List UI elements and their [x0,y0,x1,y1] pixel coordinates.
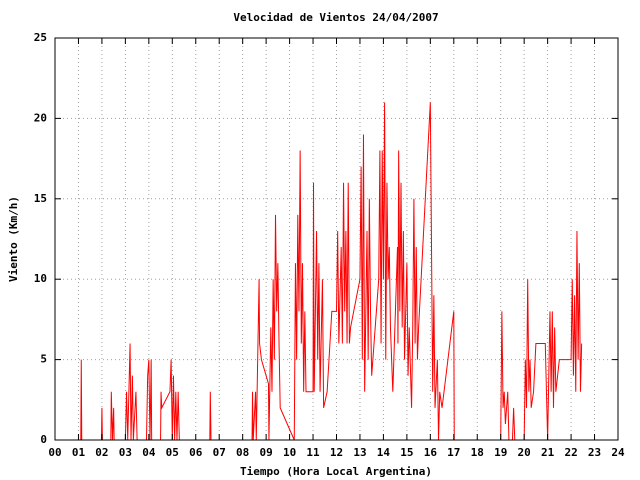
y-tick-label: 5 [40,353,47,366]
grid [54,37,619,441]
x-tick-label: 14 [377,446,391,459]
y-axis-label: Viento (Km/h) [7,196,20,282]
plot [55,102,583,441]
y-tick-label: 15 [34,192,47,205]
x-tick-label: 13 [353,446,366,459]
x-tick-label: 23 [588,446,601,459]
y-tick-label: 25 [34,31,47,44]
y-tick-label: 10 [34,272,47,285]
x-axis-label: Tiempo (Hora Local Argentina) [240,465,432,478]
x-tick-label: 19 [494,446,507,459]
chart-title: Velocidad de Vientos 24/04/2007 [233,11,438,24]
x-tick-label: 10 [283,446,296,459]
x-tick-label: 04 [142,446,156,459]
x-tick-label: 22 [564,446,577,459]
wind-line [55,102,583,441]
x-tick-label: 05 [166,446,179,459]
x-tick-label: 01 [72,446,86,459]
x-tick-label: 15 [400,446,413,459]
x-tick-label: 16 [424,446,438,459]
x-tick-label: 24 [611,446,625,459]
x-tick-label: 11 [306,446,320,459]
x-tick-label: 17 [447,446,460,459]
x-tick-label: 12 [330,446,343,459]
x-tick-label: 20 [518,446,531,459]
x-tick-label: 08 [236,446,249,459]
x-tick-label: 18 [471,446,484,459]
x-tick-label: 06 [189,446,203,459]
x-tick-label: 21 [541,446,555,459]
y-tick-label: 0 [40,433,47,446]
x-tick-label: 03 [119,446,132,459]
y-tick-label: 20 [34,111,47,124]
x-tick-label: 02 [95,446,108,459]
x-tick-label: 00 [48,446,61,459]
x-tick-label: 09 [260,446,273,459]
x-tick-label: 07 [213,446,226,459]
